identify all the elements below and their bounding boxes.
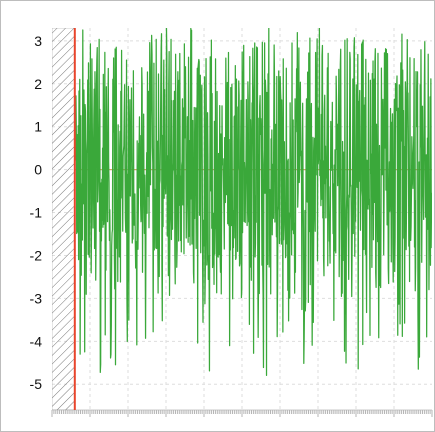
y-tick-label: -4 [30,333,43,349]
y-tick-label: -1 [30,205,43,221]
y-axis: 3 2 1 0 -1 -2 -3 -4 -5 [30,33,43,392]
y-tick-label: -3 [30,290,43,306]
grid-lines [52,28,432,410]
y-tick-label: 0 [34,162,42,178]
x-axis-ticks [51,409,433,417]
y-tick-label: 2 [34,76,42,92]
series-line [74,28,432,376]
y-tick-label: 3 [34,33,42,49]
hatched-region [52,28,76,410]
y-tick-label: -2 [30,247,43,263]
y-tick-label: -5 [30,376,43,392]
plot-area [52,28,432,410]
y-tick-label: 1 [34,119,42,135]
